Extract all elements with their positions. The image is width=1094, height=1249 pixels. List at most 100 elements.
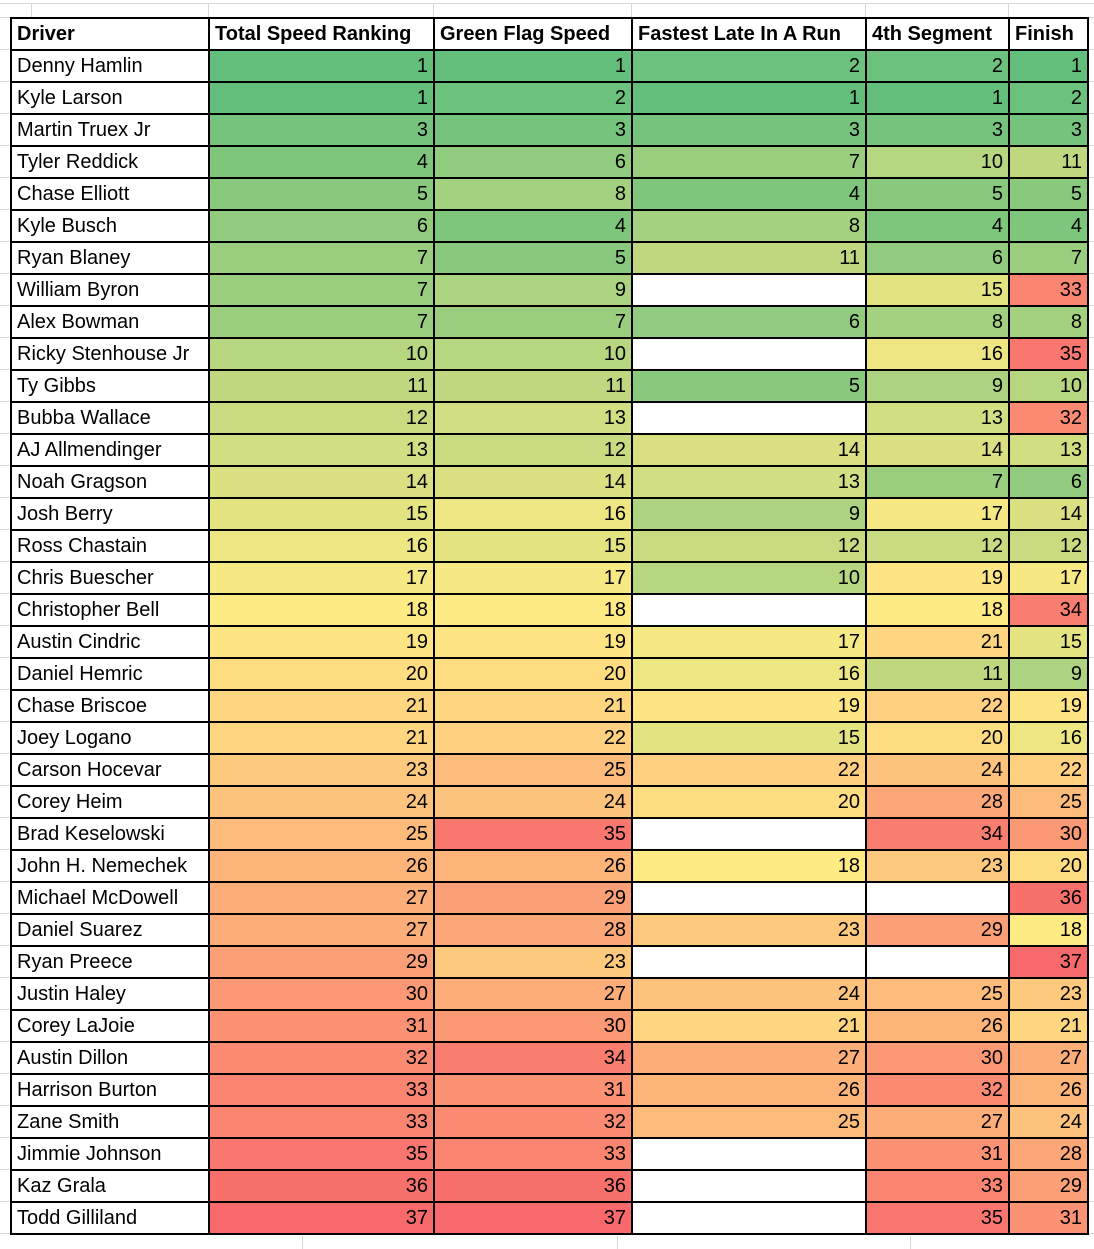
rank-cell[interactable]: 14: [208, 465, 435, 499]
rank-cell[interactable]: 5: [433, 241, 633, 275]
rank-cell[interactable]: 24: [1008, 1105, 1089, 1139]
rank-cell[interactable]: 29: [433, 881, 633, 915]
rank-cell[interactable]: 31: [433, 1073, 633, 1107]
rank-cell[interactable]: 1: [1008, 49, 1089, 83]
rank-cell[interactable]: 6: [1008, 465, 1089, 499]
rank-cell[interactable]: 31: [865, 1137, 1010, 1171]
rank-cell[interactable]: 8: [1008, 305, 1089, 339]
driver-cell[interactable]: William Byron: [10, 273, 210, 307]
driver-cell[interactable]: Joey Logano: [10, 721, 210, 755]
rank-cell[interactable]: 14: [1008, 497, 1089, 531]
rank-cell[interactable]: 16: [865, 337, 1010, 371]
rank-cell[interactable]: 5: [208, 177, 435, 211]
rank-cell[interactable]: 11: [631, 241, 867, 275]
rank-cell[interactable]: 25: [208, 817, 435, 851]
rank-cell[interactable]: 4: [865, 209, 1010, 243]
rank-cell[interactable]: 32: [433, 1105, 633, 1139]
rank-cell[interactable]: 15: [433, 529, 633, 563]
rank-cell[interactable]: 3: [865, 113, 1010, 147]
rank-cell[interactable]: 8: [433, 177, 633, 211]
rank-cell[interactable]: 4: [208, 145, 435, 179]
rank-cell[interactable]: 18: [1008, 913, 1089, 947]
rank-cell[interactable]: 27: [208, 881, 435, 915]
driver-cell[interactable]: Tyler Reddick: [10, 145, 210, 179]
rank-cell[interactable]: 15: [631, 721, 867, 755]
rank-cell[interactable]: 2: [1008, 81, 1089, 115]
rank-cell[interactable]: 24: [631, 977, 867, 1011]
rank-cell[interactable]: 31: [1008, 1201, 1089, 1235]
driver-cell[interactable]: Ryan Blaney: [10, 241, 210, 275]
rank-cell[interactable]: 17: [1008, 561, 1089, 595]
rank-cell[interactable]: [631, 1201, 867, 1235]
rank-cell[interactable]: 22: [433, 721, 633, 755]
rank-cell[interactable]: 29: [208, 945, 435, 979]
rank-cell[interactable]: 37: [433, 1201, 633, 1235]
rank-cell[interactable]: 24: [433, 785, 633, 819]
rank-cell[interactable]: 2: [865, 49, 1010, 83]
rank-cell[interactable]: 7: [208, 241, 435, 275]
rank-cell[interactable]: 3: [1008, 113, 1089, 147]
rank-cell[interactable]: 21: [208, 689, 435, 723]
rank-cell[interactable]: 14: [865, 433, 1010, 467]
rank-cell[interactable]: 29: [865, 913, 1010, 947]
driver-cell[interactable]: Martin Truex Jr: [10, 113, 210, 147]
rank-cell[interactable]: 30: [865, 1041, 1010, 1075]
driver-cell[interactable]: Brad Keselowski: [10, 817, 210, 851]
rank-cell[interactable]: 1: [433, 49, 633, 83]
driver-cell[interactable]: Austin Cindric: [10, 625, 210, 659]
driver-cell[interactable]: Kyle Larson: [10, 81, 210, 115]
rank-cell[interactable]: 11: [1008, 145, 1089, 179]
rank-cell[interactable]: 17: [208, 561, 435, 595]
column-header-driver[interactable]: Driver: [10, 17, 210, 51]
rank-cell[interactable]: 21: [865, 625, 1010, 659]
driver-cell[interactable]: Corey LaJoie: [10, 1009, 210, 1043]
rank-cell[interactable]: 22: [631, 753, 867, 787]
driver-cell[interactable]: Justin Haley: [10, 977, 210, 1011]
column-header-finish[interactable]: Finish: [1008, 17, 1089, 51]
driver-cell[interactable]: Harrison Burton: [10, 1073, 210, 1107]
rank-cell[interactable]: 9: [631, 497, 867, 531]
rank-cell[interactable]: 36: [208, 1169, 435, 1203]
rank-cell[interactable]: 33: [208, 1073, 435, 1107]
driver-cell[interactable]: Alex Bowman: [10, 305, 210, 339]
driver-cell[interactable]: Todd Gilliland: [10, 1201, 210, 1235]
driver-cell[interactable]: Chris Buescher: [10, 561, 210, 595]
rank-cell[interactable]: 9: [865, 369, 1010, 403]
rank-cell[interactable]: 18: [631, 849, 867, 883]
rank-cell[interactable]: 36: [1008, 881, 1089, 915]
rank-cell[interactable]: 12: [1008, 529, 1089, 563]
rank-cell[interactable]: 21: [631, 1009, 867, 1043]
rank-cell[interactable]: 35: [433, 817, 633, 851]
rank-cell[interactable]: 19: [1008, 689, 1089, 723]
driver-cell[interactable]: Chase Elliott: [10, 177, 210, 211]
driver-cell[interactable]: Kaz Grala: [10, 1169, 210, 1203]
rank-cell[interactable]: 33: [1008, 273, 1089, 307]
rank-cell[interactable]: 19: [631, 689, 867, 723]
rank-cell[interactable]: 25: [1008, 785, 1089, 819]
rank-cell[interactable]: 34: [433, 1041, 633, 1075]
rank-cell[interactable]: [631, 817, 867, 851]
rank-cell[interactable]: 15: [865, 273, 1010, 307]
rank-cell[interactable]: 20: [865, 721, 1010, 755]
rank-cell[interactable]: 23: [1008, 977, 1089, 1011]
column-header-total-speed-ranking[interactable]: Total Speed Ranking: [208, 17, 435, 51]
rank-cell[interactable]: 4: [433, 209, 633, 243]
driver-cell[interactable]: Daniel Suarez: [10, 913, 210, 947]
rank-cell[interactable]: 28: [433, 913, 633, 947]
rank-cell[interactable]: 21: [433, 689, 633, 723]
rank-cell[interactable]: [631, 401, 867, 435]
rank-cell[interactable]: 5: [631, 369, 867, 403]
rank-cell[interactable]: 33: [433, 1137, 633, 1171]
rank-cell[interactable]: 30: [433, 1009, 633, 1043]
rank-cell[interactable]: 30: [208, 977, 435, 1011]
rank-cell[interactable]: 21: [208, 721, 435, 755]
driver-cell[interactable]: Kyle Busch: [10, 209, 210, 243]
rank-cell[interactable]: 18: [433, 593, 633, 627]
rank-cell[interactable]: 9: [433, 273, 633, 307]
rank-cell[interactable]: 7: [433, 305, 633, 339]
driver-cell[interactable]: Bubba Wallace: [10, 401, 210, 435]
rank-cell[interactable]: 16: [631, 657, 867, 691]
rank-cell[interactable]: [631, 337, 867, 371]
rank-cell[interactable]: 10: [1008, 369, 1089, 403]
rank-cell[interactable]: 6: [865, 241, 1010, 275]
